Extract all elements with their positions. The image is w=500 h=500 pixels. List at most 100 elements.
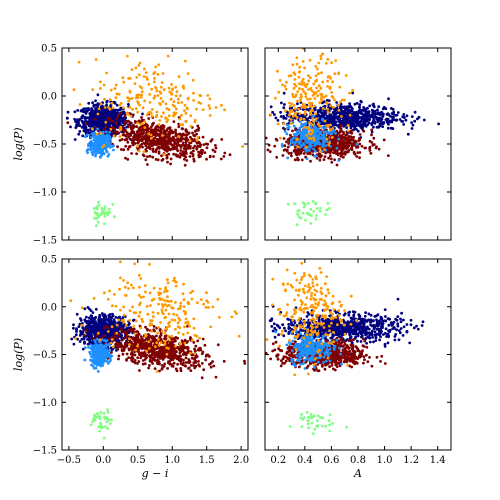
data-point	[156, 125, 160, 129]
data-point	[320, 71, 323, 75]
data-point	[75, 327, 78, 331]
data-point	[196, 339, 200, 343]
data-point	[161, 72, 165, 75]
data-point	[413, 110, 417, 114]
data-point	[309, 122, 312, 125]
data-point	[327, 156, 330, 160]
data-point	[362, 120, 366, 124]
data-point	[74, 126, 78, 129]
data-point	[135, 76, 139, 79]
data-point	[72, 88, 76, 92]
data-point	[185, 152, 188, 155]
data-point	[155, 110, 159, 114]
data-point	[333, 123, 336, 126]
data-point	[375, 125, 379, 129]
data-point	[308, 58, 312, 62]
data-point	[308, 143, 312, 147]
data-point	[316, 127, 320, 131]
data-point	[136, 362, 139, 365]
data-point	[296, 145, 300, 149]
data-point	[210, 138, 214, 141]
data-point	[102, 329, 106, 332]
data-point	[136, 121, 140, 125]
data-point	[72, 323, 75, 327]
data-point	[89, 143, 93, 146]
data-point	[344, 74, 348, 77]
data-point	[312, 119, 315, 123]
data-point	[186, 340, 190, 343]
data-point	[170, 352, 174, 356]
data-point	[322, 112, 326, 116]
data-point	[324, 131, 328, 134]
data-point	[358, 138, 361, 142]
data-point	[179, 133, 182, 136]
data-point	[108, 324, 112, 328]
data-point	[318, 209, 322, 213]
data-point	[75, 123, 78, 126]
data-point	[112, 148, 115, 152]
data-point	[337, 108, 341, 112]
data-point	[113, 215, 116, 219]
data-point	[102, 222, 106, 226]
data-point	[293, 132, 296, 136]
data-point	[100, 212, 103, 216]
data-point	[91, 124, 95, 128]
data-point	[153, 94, 157, 98]
data-point	[184, 155, 188, 159]
data-point	[197, 128, 200, 132]
data-point	[92, 135, 96, 139]
data-point	[122, 106, 125, 110]
data-point	[97, 215, 101, 219]
data-point	[322, 121, 326, 125]
data-point	[174, 349, 178, 353]
data-point	[156, 72, 160, 76]
data-point	[211, 148, 215, 152]
data-point	[214, 106, 218, 109]
data-point	[149, 112, 153, 115]
data-point	[87, 144, 90, 148]
data-point	[314, 126, 318, 129]
data-point	[121, 126, 125, 129]
data-point	[104, 120, 108, 124]
data-point	[129, 114, 133, 118]
data-point	[326, 85, 329, 88]
data-point	[287, 152, 291, 155]
data-point	[348, 138, 352, 142]
data-point	[87, 101, 91, 105]
data-point	[340, 119, 344, 123]
data-point	[135, 330, 139, 333]
data-point	[283, 144, 287, 148]
data-point	[102, 83, 106, 87]
data-point	[351, 112, 355, 115]
data-point	[309, 111, 313, 115]
data-point	[313, 144, 317, 147]
data-point	[185, 159, 189, 162]
data-point	[351, 88, 354, 92]
data-point	[292, 136, 296, 140]
data-point	[102, 143, 106, 147]
data-point	[112, 134, 116, 138]
data-point	[141, 337, 144, 341]
data-point	[309, 222, 313, 225]
data-point	[172, 352, 176, 355]
data-point	[122, 80, 126, 84]
data-point	[332, 151, 335, 155]
data-point	[167, 108, 171, 112]
data-point	[196, 136, 200, 139]
data-point	[331, 116, 335, 120]
data-point	[314, 112, 318, 116]
data-point	[411, 123, 415, 127]
data-point	[301, 77, 305, 81]
data-point	[410, 115, 414, 118]
data-point	[136, 110, 140, 114]
data-point	[300, 158, 304, 162]
data-point	[301, 114, 304, 118]
data-point	[145, 142, 149, 145]
data-point	[342, 115, 346, 118]
data-point	[139, 125, 143, 129]
data-point	[268, 150, 272, 154]
data-point	[146, 139, 149, 143]
data-point	[136, 338, 140, 342]
data-point	[120, 138, 124, 141]
data-point	[357, 121, 361, 125]
